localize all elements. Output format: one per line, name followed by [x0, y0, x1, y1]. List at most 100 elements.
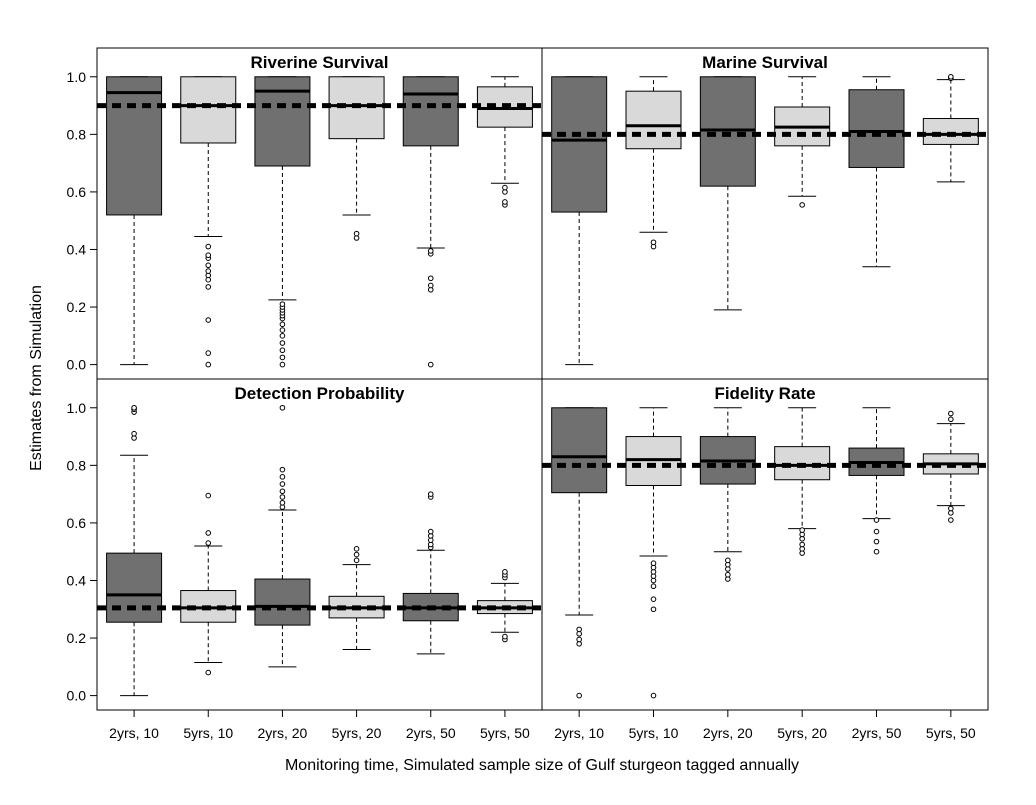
y-tick-label: 0.6	[67, 515, 87, 531]
outlier-point	[576, 692, 582, 699]
outlier-point	[279, 347, 286, 354]
outlier-point	[873, 538, 880, 545]
panel-2: Marine Survival	[541, 47, 989, 380]
outlier-point	[650, 583, 657, 590]
box-6	[922, 73, 979, 183]
outlier-point	[279, 354, 286, 361]
outlier-point	[650, 596, 657, 602]
box-4	[774, 407, 831, 556]
outlier-point	[502, 184, 508, 191]
outlier-point	[279, 321, 286, 328]
outlier-point	[205, 530, 212, 536]
outlier-point	[205, 268, 212, 274]
y-tick-label: 0.2	[67, 630, 87, 646]
iqr-box	[180, 76, 237, 144]
y-tick-label: 0.0	[67, 357, 87, 373]
x-tick-label: 5yrs, 50	[926, 725, 976, 741]
x-tick-label: 5yrs, 10	[183, 725, 233, 741]
outlier-point	[948, 410, 954, 417]
box-4	[328, 546, 385, 651]
box-3	[254, 404, 311, 668]
y-axis-label: Estimates from Simulation	[28, 285, 45, 471]
iqr-box	[551, 76, 608, 213]
panel-title: Riverine Survival	[251, 53, 389, 72]
box-3	[699, 407, 756, 582]
y-tick-label: 0.6	[67, 184, 87, 200]
outlier-point	[205, 361, 212, 368]
outlier-point	[725, 571, 731, 578]
outlier-point	[948, 505, 954, 512]
outlier-point	[873, 517, 880, 523]
outlier-point	[205, 284, 212, 290]
iqr-box	[625, 90, 682, 150]
box-5	[402, 76, 459, 368]
outlier-point	[279, 333, 286, 339]
y-tick-label: 1.0	[67, 400, 87, 416]
outlier-point	[725, 557, 731, 564]
x-tick-label: 2yrs, 20	[258, 725, 308, 741]
y-tick-label: 0.4	[67, 572, 87, 588]
box-1	[551, 407, 608, 699]
box-6	[476, 76, 533, 208]
outlier-point	[279, 488, 286, 495]
outlier-point	[650, 692, 657, 699]
outlier-point	[205, 317, 212, 323]
outlier-point	[576, 626, 582, 633]
box-5	[848, 76, 905, 268]
outlier-point	[427, 361, 434, 368]
x-tick-label: 2yrs, 50	[852, 725, 902, 741]
x-tick-label: 5yrs, 50	[480, 725, 530, 741]
outlier-point	[502, 569, 508, 575]
iqr-box	[106, 552, 163, 623]
box-3	[699, 76, 756, 311]
x-tick-label: 2yrs, 10	[109, 725, 159, 741]
outlier-point	[799, 541, 805, 548]
outlier-point	[353, 546, 360, 552]
outlier-point	[279, 499, 286, 506]
outlier-point	[948, 517, 954, 523]
panels-group: Riverine Survival 0.0 0.2 0.4 0.6 0.8 1.0 Marin…	[67, 47, 989, 741]
outlier-point	[279, 301, 286, 307]
outlier-point	[205, 243, 212, 250]
x-tick-label: 5yrs, 20	[332, 725, 382, 741]
outlier-point	[502, 199, 508, 205]
y-tick-label: 0.4	[67, 241, 87, 257]
box-2	[625, 407, 682, 699]
box-2	[180, 76, 237, 368]
box-3	[254, 76, 311, 368]
box-2	[180, 492, 237, 676]
y-tick-label: 0.8	[67, 457, 87, 473]
panel-frame	[96, 378, 543, 711]
outlier-point	[131, 430, 137, 437]
outlier-point	[279, 361, 286, 368]
box-2	[625, 76, 682, 250]
y-tick-label: 0.0	[67, 688, 87, 704]
iqr-box	[254, 578, 311, 626]
box-1	[106, 404, 163, 697]
outlier-point	[279, 474, 286, 480]
iqr-box	[922, 118, 979, 145]
box-4	[774, 76, 831, 208]
outlier-point	[799, 202, 805, 208]
outlier-point	[205, 252, 212, 259]
panel-title: Fidelity Rate	[714, 384, 815, 403]
outlier-point	[279, 466, 286, 473]
panel-frame	[541, 47, 989, 380]
panel-title: Marine Survival	[702, 53, 828, 72]
x-tick-label: 5yrs, 20	[777, 725, 827, 741]
panel-frame	[541, 378, 989, 711]
outlier-point	[427, 248, 434, 254]
outlier-point	[205, 262, 212, 269]
outlier-point	[131, 404, 137, 411]
y-tick-label: 0.8	[67, 126, 87, 142]
outlier-point	[650, 606, 657, 613]
outlier-point	[427, 275, 434, 282]
x-tick-label: 5yrs, 10	[629, 725, 679, 741]
outlier-point	[948, 73, 954, 80]
outlier-point	[353, 557, 360, 564]
box-4	[328, 76, 385, 241]
x-tick-label: 2yrs, 20	[703, 725, 753, 741]
box-1	[551, 76, 608, 366]
outlier-point	[948, 416, 954, 423]
iqr-box	[402, 76, 459, 147]
